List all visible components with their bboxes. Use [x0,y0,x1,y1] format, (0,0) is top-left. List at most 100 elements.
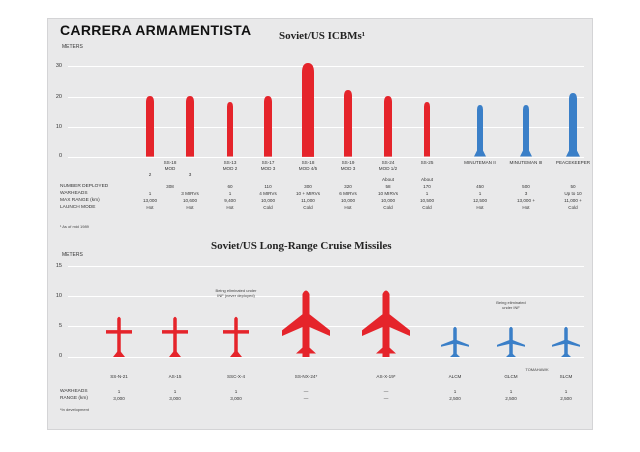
icbm-tick-20: 20 [55,94,62,100]
icbm-range: 9,400 [224,198,236,203]
icbm-range: 11,000 + [564,198,582,203]
cruise-missile-shape [441,326,469,357]
icbm-row-label-warheads: WARHEADS [60,191,88,196]
icbm-gridline [68,97,584,98]
icbm-section-title: Soviet/US ICBMs¹ [279,30,366,42]
tomahawk-label: TOMAHAWK [525,367,549,372]
cruise-warheads: 1 [234,389,238,394]
icbm-warheads-b: 3 MIRVs [181,191,199,196]
cruise-row-label-warheads: WARHEADS [60,389,88,394]
poster-panel [47,18,593,430]
icbm-mod-label: MOD 4/5 [298,166,318,171]
icbm-launch: Hot [522,205,530,210]
icbm-missile-shape [344,90,352,157]
icbm-launch: Hot [226,205,234,210]
icbm-missile-name: MINUTEMAN II [464,160,496,165]
icbm-range: 10,000 [380,198,396,203]
icbm-missile-shape [424,102,430,157]
icbm-missile-name: SS-19 [341,160,355,165]
icbm-launch: Cold [383,205,393,210]
icbm-deployed: About 58 [381,177,394,189]
icbm-missile-shape [520,105,532,157]
icbm-axis-title: METERS [62,44,83,50]
icbm-launch: Cold [263,205,273,210]
cruise-warheads: — [383,389,389,394]
icbm-launch: Cold [568,205,578,210]
cruise-range: 2,500 [560,396,572,401]
icbm-launch: Cold [422,205,432,210]
cruise-axis-title: METERS [62,252,83,258]
icbm-range: 10,000 [340,198,356,203]
icbm-range: 13,000 [142,198,158,203]
cruise-missile-name: AS-15 [168,374,182,379]
cruise-range: 2,500 [505,396,517,401]
icbm-deployed: 500 [522,184,530,189]
icbm-warheads: 1 [478,191,482,196]
cruise-missile-name: GLCM [504,374,518,379]
icbm-mod-a: 2 [148,172,152,177]
cruise-warheads: 1 [453,389,457,394]
cruise-warheads: 1 [509,389,513,394]
icbm-deployed: 50 [570,184,576,189]
icbm-missile-shape [264,96,272,157]
icbm-row-label-launch: LAUNCH MODE [60,205,96,210]
cruise-range: — [303,396,309,401]
ssc4-inf-note: Being eliminated under INF (never deploy… [215,288,257,298]
icbm-missile-name: SS-13 [223,160,237,165]
cruise-warheads: 1 [564,389,568,394]
icbm-warheads: 10 MIRVs [377,191,399,196]
icbm-missile-name: MINUTEMAN III [509,160,543,165]
cruise-range: — [383,396,389,401]
icbm-deployed: 110 [264,184,272,189]
cruise-missile-name: SLCM [559,374,573,379]
icbm-mod-label: MOD [164,166,176,171]
icbm-mod-label: MOD 3 [340,166,356,171]
icbm-gridline [68,127,584,128]
icbm-launch: Hot [344,205,352,210]
icbm-missile-name: SS-17 [261,160,275,165]
cruise-range: 3,000 [113,396,125,401]
icbm-warheads: 3 [524,191,528,196]
cruise-range: 3,000 [230,396,242,401]
cruise-missile-shape [162,316,188,357]
cruise-warheads: 1 [117,389,121,394]
icbm-warheads: 1 [148,191,152,196]
icbm-gridline [68,66,584,67]
icbm-warheads: 10 + MIRVs [295,191,321,196]
icbm-tick-30: 30 [55,63,62,69]
icbm-range: 10,000 [260,198,276,203]
icbm-mod-label: MOD 2 [222,166,238,171]
icbm-gridline [68,157,584,158]
icbm-warheads: 1 [228,191,232,196]
cruise-missile-name: SS-N-21 [110,374,128,379]
cruise-missile-shape [497,326,525,357]
icbm-launch: Hot [146,205,154,210]
icbm-mod-label: MOD 1/2 [378,166,398,171]
cruise-missile-name: ALCM [448,374,462,379]
icbm-missile-shape [566,93,580,157]
cruise-missile-shape [552,326,580,357]
icbm-deployed: 300 [304,184,312,189]
cruise-gridline [68,326,584,327]
icbm-missile-shape [146,96,154,157]
icbm-missile-shape [474,105,486,157]
cruise-warheads: — [303,389,309,394]
icbm-footnote: ¹ As of mid 1989 [60,224,89,229]
cruise-missile-name: SS-NX-24* [294,374,318,379]
cruise-range: 3,000 [169,396,181,401]
cruise-tick-10: 10 [55,293,62,299]
cruise-missile-name: SSC-X-4 [226,374,246,379]
cruise-gridline [68,266,584,267]
icbm-deployed: About 170 [420,177,433,189]
page-title: CARRERA ARMAMENTISTA [60,22,252,38]
cruise-row-label-range: RANGE (km) [60,396,88,401]
icbm-range: 10,500 [419,198,435,203]
cruise-range: 2,500 [449,396,461,401]
icbm-missile-name: SS-25 [420,160,434,165]
icbm-deployed: 450 [476,184,484,189]
cruise-footnote: *In development [60,407,89,412]
icbm-launch: Hot [476,205,484,210]
icbm-warheads: 1 [425,191,429,196]
icbm-range: 13,000 + [516,198,536,203]
icbm-range: 11,000 [301,198,315,203]
